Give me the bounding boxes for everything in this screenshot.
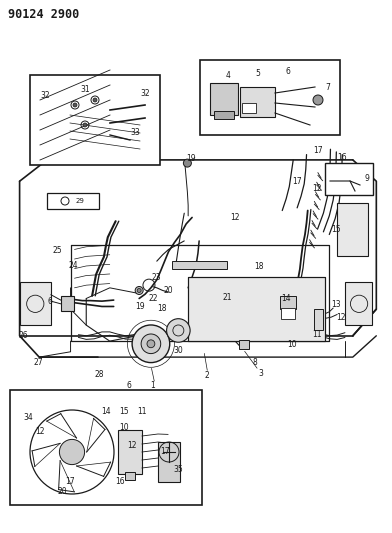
Text: 8: 8 [252,358,257,367]
Text: 90124 2900: 90124 2900 [8,8,79,21]
Text: 26: 26 [19,332,28,340]
Text: 20: 20 [164,286,173,295]
Text: 33: 33 [130,128,140,138]
Text: 15: 15 [331,225,340,233]
Text: 27: 27 [34,358,43,367]
Text: 30: 30 [174,346,183,355]
Text: 16: 16 [337,154,347,162]
Text: 34: 34 [23,414,33,423]
Text: 6: 6 [127,382,132,390]
Text: 22: 22 [148,294,158,303]
Bar [281,308,295,319]
Bar [188,277,325,341]
Text: 17: 17 [65,478,75,487]
Bar [200,60,340,135]
Bar [172,261,227,269]
Text: 11: 11 [137,408,147,416]
Text: 12: 12 [312,184,321,193]
Text: 32: 32 [140,88,150,98]
Text: 23: 23 [151,273,161,281]
Text: 11: 11 [312,330,321,339]
Text: 17: 17 [313,146,322,155]
Text: 12: 12 [35,427,45,437]
Circle shape [313,95,323,105]
Text: 18: 18 [157,304,166,312]
Circle shape [135,286,143,295]
Text: 21: 21 [223,293,232,302]
Text: 15: 15 [119,408,129,416]
Text: 10: 10 [119,424,129,432]
Text: 2: 2 [205,372,209,380]
Bar [61,296,74,311]
Text: 18: 18 [254,262,263,271]
Text: 10: 10 [287,340,297,349]
Circle shape [147,340,155,348]
Circle shape [73,103,77,107]
Text: 12: 12 [127,441,137,450]
Text: 7: 7 [326,84,330,93]
Bar [10,390,202,505]
Bar [30,75,160,165]
Circle shape [141,334,161,353]
Bar [210,83,238,115]
Text: 12: 12 [230,213,240,222]
Circle shape [132,325,170,362]
Text: 24: 24 [69,261,78,270]
Bar [240,87,275,117]
Bar [314,309,323,330]
Bar [280,296,296,309]
Text: 5: 5 [256,69,260,77]
Bar [125,472,135,480]
Text: 6: 6 [48,297,53,305]
Circle shape [167,319,190,342]
Circle shape [83,123,87,127]
Bar [239,340,249,349]
Text: 28: 28 [94,370,103,378]
Text: 29: 29 [76,198,84,204]
Circle shape [137,288,141,293]
Text: 12: 12 [336,313,346,321]
Text: 19: 19 [186,155,196,163]
Text: 25: 25 [52,246,62,255]
Text: 14: 14 [101,408,111,416]
Text: 31: 31 [80,85,90,94]
Bar [47,193,99,209]
Text: 13: 13 [331,301,340,309]
Text: 1: 1 [151,382,155,390]
Text: 14: 14 [281,294,291,303]
Text: 19: 19 [136,302,145,311]
Bar [242,103,256,113]
Circle shape [60,439,85,465]
Text: 16: 16 [115,478,125,487]
Circle shape [183,159,191,167]
Bar [345,282,372,325]
Bar [188,277,325,341]
Text: 4: 4 [225,70,230,79]
Bar [214,111,234,119]
Text: 20: 20 [57,488,67,497]
Bar [20,282,51,325]
Text: 6: 6 [285,68,290,77]
Bar [337,203,368,256]
Text: 17: 17 [160,448,170,456]
Text: 32: 32 [40,91,50,100]
Text: 35: 35 [173,465,183,474]
Bar [158,442,180,482]
Bar [118,430,142,474]
Bar [325,163,373,195]
Text: 17: 17 [292,177,302,185]
Text: 3: 3 [258,369,263,377]
Text: 9: 9 [365,174,369,183]
Circle shape [93,98,97,102]
